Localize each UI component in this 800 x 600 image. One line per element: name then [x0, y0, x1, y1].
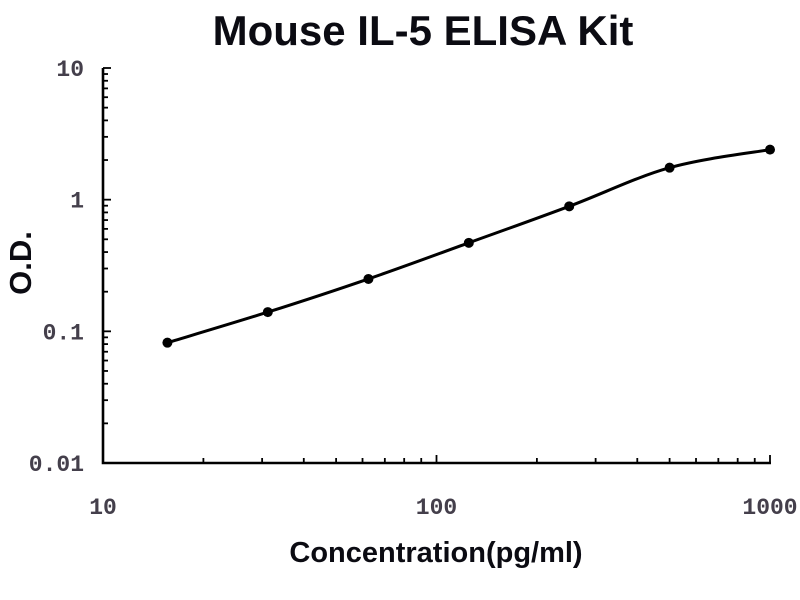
data-point-marker — [363, 273, 374, 284]
chart-title: Mouse IL-5 ELISA Kit — [213, 7, 634, 54]
data-point-marker — [463, 237, 474, 248]
axis-tick-labels: 10 100 1000 0.01 0.1 1 10 — [29, 57, 798, 521]
axis-tick-marks — [102, 67, 771, 464]
data-point-marker — [262, 307, 273, 318]
data-point-marker — [162, 337, 173, 348]
x-axis-label: Concentration(pg/ml) — [289, 537, 582, 569]
data-point-marker — [564, 201, 575, 212]
y-tick-label: 0.01 — [29, 452, 84, 478]
y-axis-label: O.D. — [3, 231, 38, 295]
plot-axes — [101, 68, 771, 465]
x-tick-label: 10 — [89, 495, 117, 521]
standard-curve-series — [162, 144, 775, 348]
data-point-marker — [765, 144, 775, 155]
y-tick-label: 1 — [70, 189, 84, 215]
data-point-marker — [664, 162, 675, 173]
x-tick-label: 100 — [416, 495, 457, 521]
axis-spines — [101, 68, 771, 465]
y-tick-label: 0.1 — [43, 320, 84, 346]
y-tick-label: 10 — [56, 57, 84, 83]
x-tick-label: 1000 — [742, 495, 797, 521]
